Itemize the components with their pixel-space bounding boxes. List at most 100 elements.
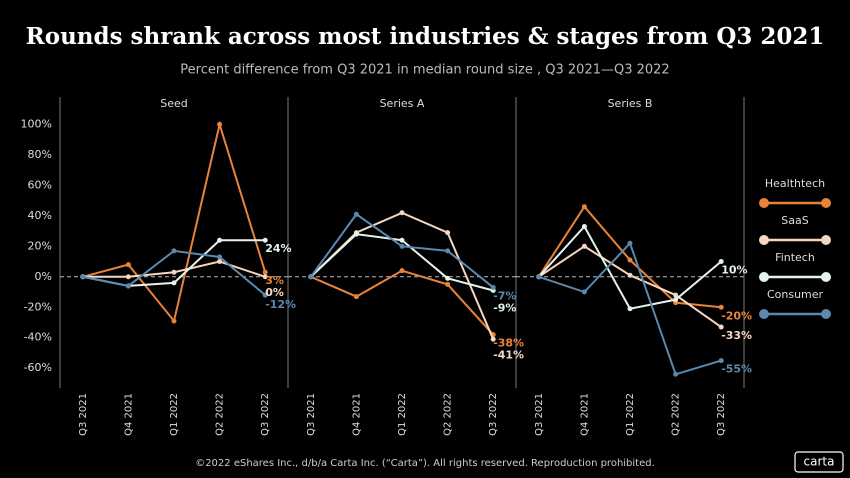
point — [399, 210, 405, 216]
point — [217, 259, 223, 265]
x-tick-label: Q4 2021 — [351, 393, 362, 436]
point — [353, 211, 359, 217]
point — [125, 283, 131, 289]
y-tick-label: -60% — [24, 361, 52, 374]
point — [581, 243, 587, 249]
x-tick-label: Q4 2021 — [579, 393, 590, 436]
y-tick-label: 60% — [28, 178, 52, 191]
panel-title: Series A — [380, 97, 425, 110]
series-line — [82, 120, 267, 324]
legend-dot — [821, 272, 831, 282]
value-label: -38% — [493, 337, 524, 350]
series-line — [82, 239, 266, 287]
x-tick-label: Q2 2022 — [215, 393, 226, 436]
point — [718, 358, 724, 364]
point — [445, 275, 451, 281]
x-tick-label: Q1 2022 — [397, 393, 408, 436]
legend-label: Consumer — [767, 288, 824, 301]
value-label: 3% — [265, 274, 284, 287]
legend-dot — [821, 235, 831, 245]
y-tick-label: 20% — [28, 239, 52, 252]
x-tick-label: Q2 2022 — [671, 393, 682, 436]
chart-title: Rounds shrank across most industries & s… — [26, 23, 825, 50]
panel-title: Series B — [608, 97, 653, 110]
point — [171, 318, 177, 324]
footer: ©2022 eShares Inc., d/b/a Carta Inc. (“C… — [195, 458, 655, 469]
legend-label: Fintech — [775, 251, 815, 264]
value-label: -33% — [721, 329, 752, 342]
x-tick-label: Q4 2021 — [123, 393, 134, 436]
value-label: -7% — [493, 289, 516, 302]
y-tick-label: 80% — [28, 148, 52, 161]
point — [399, 268, 405, 274]
point — [171, 269, 177, 275]
point — [490, 336, 496, 342]
point — [673, 292, 679, 298]
y-tick-label: 100% — [21, 117, 52, 130]
legend-dot — [759, 272, 769, 282]
y-tick-label: -20% — [24, 300, 52, 313]
x-tick-label: Q1 2022 — [169, 393, 180, 436]
point — [445, 281, 451, 287]
point — [718, 304, 724, 310]
value-label: -9% — [493, 301, 516, 314]
point — [171, 280, 177, 286]
y-tick-label: 40% — [28, 209, 52, 222]
point — [627, 272, 633, 278]
point — [262, 292, 268, 298]
value-label: -55% — [721, 363, 752, 376]
y-tick-label: -40% — [24, 331, 52, 344]
x-tick-label: Q3 2021 — [306, 393, 317, 436]
y-tick-label: 0% — [35, 270, 52, 283]
legend-label: Healthtech — [765, 177, 825, 190]
point — [581, 289, 587, 295]
point — [308, 274, 314, 280]
point — [445, 230, 451, 236]
x-tick-label: Q3 2022 — [488, 393, 499, 436]
x-tick-label: Q3 2022 — [260, 393, 271, 436]
series-line — [310, 211, 495, 340]
point — [718, 259, 724, 265]
point — [399, 237, 405, 243]
value-label: -41% — [493, 349, 524, 362]
x-tick-label: Q3 2021 — [78, 393, 89, 436]
legend-dot — [821, 309, 831, 319]
legend-label: SaaS — [781, 214, 808, 227]
legend-dot — [759, 235, 769, 245]
point — [262, 274, 268, 280]
point — [125, 274, 131, 280]
x-tick-label: Q2 2022 — [443, 393, 454, 436]
panel-title: Seed — [160, 97, 188, 110]
point — [718, 324, 724, 330]
point — [673, 297, 679, 303]
point — [581, 224, 587, 230]
point — [490, 284, 496, 290]
legend-dot — [759, 309, 769, 319]
point — [399, 243, 405, 249]
legend-dot — [759, 198, 769, 208]
point — [627, 306, 633, 312]
x-tick-label: Q3 2022 — [716, 393, 727, 436]
legend-dot — [821, 198, 831, 208]
point — [171, 248, 177, 254]
logo: carta — [804, 455, 835, 469]
series-line — [310, 269, 494, 336]
point — [353, 294, 359, 300]
point — [262, 237, 268, 243]
point — [125, 262, 131, 268]
x-tick-label: Q3 2021 — [534, 393, 545, 436]
point — [445, 248, 451, 254]
series-line — [538, 224, 722, 310]
value-label: 10% — [721, 264, 747, 277]
value-label: -12% — [265, 298, 296, 311]
point — [627, 240, 633, 246]
value-label: -20% — [721, 309, 752, 322]
point — [673, 371, 679, 377]
point — [581, 204, 587, 210]
series-line — [537, 205, 722, 309]
point — [353, 231, 359, 237]
point — [217, 237, 223, 243]
chart-subtitle: Percent difference from Q3 2021 in media… — [180, 63, 669, 78]
point — [262, 269, 268, 275]
